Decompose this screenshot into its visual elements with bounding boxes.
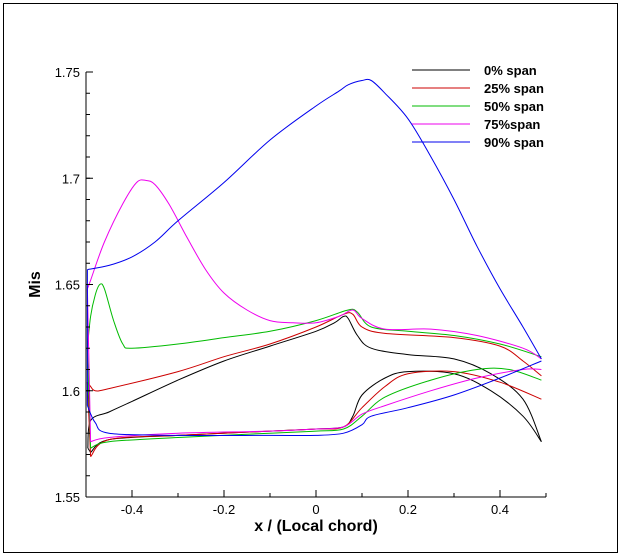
x-axis-title: x / (Local chord) bbox=[254, 518, 378, 535]
series-90-span-suction-line bbox=[87, 78, 542, 360]
x-tick-label: 0.4 bbox=[491, 502, 509, 517]
series-25-span-suction-line bbox=[86, 312, 542, 392]
x-tick-label: -0.2 bbox=[213, 502, 235, 517]
series-75-span-pressure-line bbox=[90, 368, 542, 443]
y-tick-label: 1.55 bbox=[55, 490, 80, 505]
legend-label: 90% span bbox=[484, 135, 544, 150]
series-50-span-pressure-line bbox=[90, 367, 542, 449]
axes-layer bbox=[85, 72, 546, 498]
series-75-span-suction-line bbox=[86, 179, 542, 360]
legend-label: 75%span bbox=[484, 117, 540, 132]
series-90-span-pressure-line bbox=[86, 360, 542, 437]
y-tick-label: 1.6 bbox=[62, 384, 80, 399]
x-tick-label: 0 bbox=[312, 502, 319, 517]
y-axis-title: Mis bbox=[27, 271, 44, 298]
series-0-span-pressure-line bbox=[90, 370, 542, 453]
x-ticks: -0.4 -0.2 0 0.2 0.4 bbox=[85, 490, 547, 517]
series-75-span-leading-edge bbox=[86, 288, 92, 442]
legend: 0% span 25% span 50% span 75%span 90% span bbox=[412, 63, 544, 150]
x-tick-label: 0.2 bbox=[399, 502, 417, 517]
y-ticks: 1.55 1.6 1.65 1.7 1.75 bbox=[55, 65, 93, 505]
curves-layer bbox=[86, 78, 542, 457]
x-tick-label: -0.4 bbox=[121, 502, 143, 517]
series-25-span-pressure-line bbox=[90, 370, 542, 457]
series-50-span-suction-line bbox=[86, 283, 542, 358]
series-0-span-suction-line bbox=[87, 315, 542, 449]
y-tick-label: 1.75 bbox=[55, 65, 80, 80]
legend-label: 25% span bbox=[484, 81, 544, 96]
legend-label: 50% span bbox=[484, 99, 544, 114]
y-tick-label: 1.7 bbox=[62, 171, 80, 186]
y-tick-label: 1.65 bbox=[55, 278, 80, 293]
legend-label: 0% span bbox=[484, 63, 537, 78]
chart-frame bbox=[3, 3, 618, 553]
